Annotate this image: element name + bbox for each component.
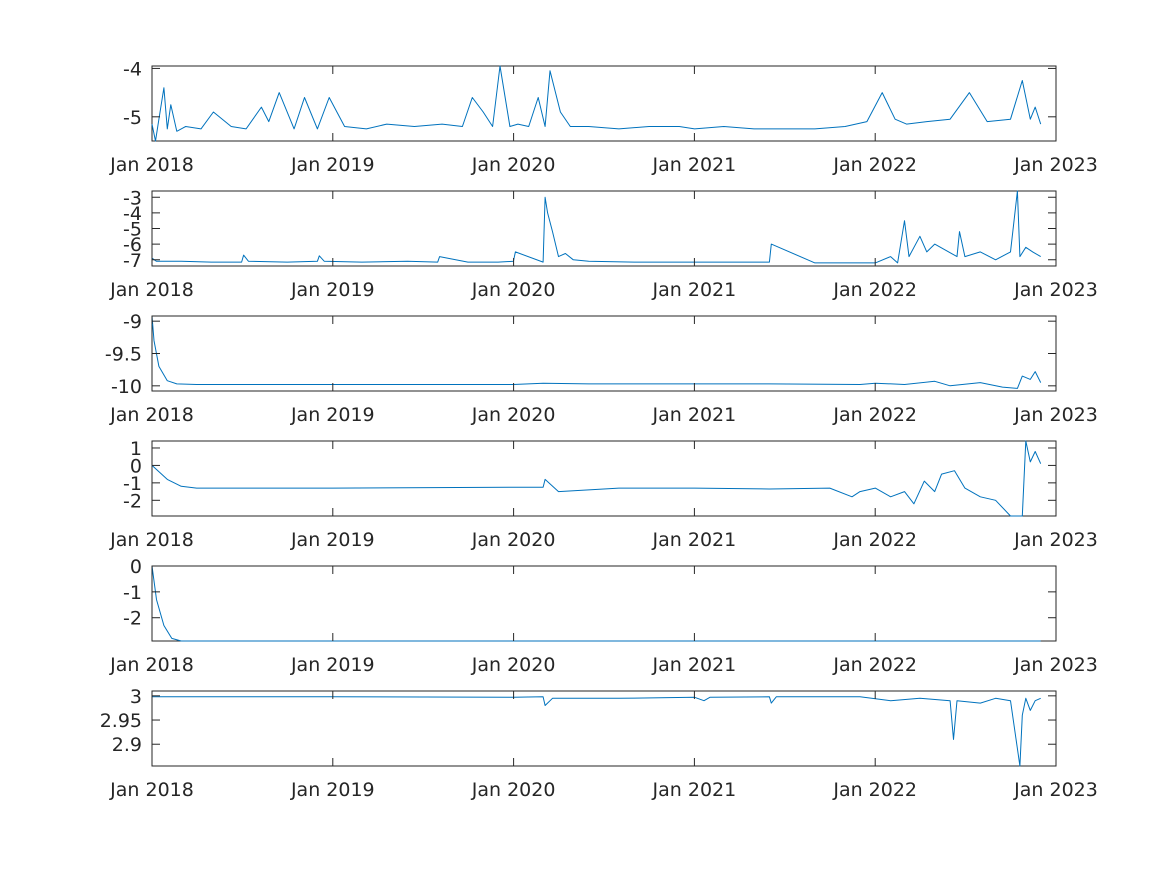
- y-tick-label: -2: [123, 490, 142, 512]
- x-tick-label: Jan 2023: [1013, 654, 1098, 676]
- x-tick-label: Jan 2023: [1013, 279, 1098, 301]
- axes-box: [151, 190, 1057, 267]
- y-tick-label: 0: [130, 556, 142, 578]
- x-tick-label: Jan 2018: [109, 529, 194, 551]
- y-tick-label: -10: [111, 376, 142, 398]
- x-tick-label: Jan 2019: [290, 404, 375, 426]
- subplot-2: Jan 2018 Jan 2019 Jan 2020 Jan 2021 Jan 2022…: [109, 187, 1098, 301]
- x-tick-label: Jan 2022: [832, 529, 917, 551]
- subplot-4: Jan 2018 Jan 2019 Jan 2020 Jan 2021 Jan 2022…: [109, 438, 1098, 551]
- axes-box: [151, 440, 1057, 517]
- x-tick-label: Jan 2020: [471, 529, 556, 551]
- x-tick-label: Jan 2022: [832, 279, 917, 301]
- x-tick-label: Jan 2020: [471, 154, 556, 176]
- subplot-3: Jan 2018 Jan 2019 Jan 2020 Jan 2021 Jan 2022…: [105, 311, 1098, 426]
- x-tick-label: Jan 2020: [471, 654, 556, 676]
- x-tick-label: Jan 2019: [290, 529, 375, 551]
- y-tick-label: -9.5: [105, 344, 142, 366]
- y-tick-label: 2.9: [112, 734, 142, 756]
- y-tick-label: -1: [123, 473, 142, 495]
- x-tick-label: Jan 2020: [471, 779, 556, 801]
- subplot-1: Jan 2018 Jan 2019 Jan 2020 Jan 2021 Jan 2022…: [109, 58, 1098, 176]
- y-tick-label: 2.95: [100, 710, 142, 732]
- x-tick-label: Jan 2022: [832, 779, 917, 801]
- x-tick-label: Jan 2023: [1013, 404, 1098, 426]
- axes-box: [151, 690, 1057, 767]
- x-tick-label: Jan 2021: [652, 279, 737, 301]
- x-tick-label: Jan 2018: [109, 279, 194, 301]
- y-tick-label: 3: [130, 686, 142, 708]
- y-tick-label: -4: [123, 58, 142, 80]
- x-tick-label: Jan 2019: [290, 279, 375, 301]
- x-tick-label: Jan 2022: [832, 404, 917, 426]
- y-tick-label: 1: [130, 438, 142, 460]
- subplot-5: Jan 2018 Jan 2019 Jan 2020 Jan 2021 Jan 2022…: [109, 556, 1098, 676]
- y-tick-label: -2: [123, 608, 142, 630]
- x-tick-label: Jan 2018: [109, 654, 194, 676]
- x-tick-label: Jan 2022: [832, 154, 917, 176]
- x-tick-label: Jan 2018: [109, 404, 194, 426]
- x-tick-label: Jan 2021: [652, 654, 737, 676]
- x-tick-label: Jan 2020: [471, 404, 556, 426]
- x-tick-label: Jan 2019: [290, 154, 375, 176]
- series-line: [151, 440, 1042, 517]
- y-tick-label: -6: [123, 234, 142, 256]
- y-tick-label: -4: [123, 203, 142, 225]
- series-line: [151, 65, 1042, 142]
- axes-box: [151, 65, 1057, 142]
- y-tick-label: -7: [123, 250, 142, 272]
- x-tick-label: Jan 2021: [652, 154, 737, 176]
- x-tick-label: Jan 2022: [832, 654, 917, 676]
- x-tick-label: Jan 2019: [290, 654, 375, 676]
- x-tick-label: Jan 2023: [1013, 779, 1098, 801]
- y-tick-label: -1: [123, 582, 142, 604]
- x-tick-label: Jan 2021: [652, 404, 737, 426]
- x-tick-label: Jan 2018: [109, 779, 194, 801]
- x-tick-label: Jan 2021: [652, 779, 737, 801]
- y-tick-label: 0: [130, 455, 142, 477]
- series-line: [151, 565, 1041, 642]
- x-tick-label: Jan 2021: [652, 529, 737, 551]
- y-tick-label: -5: [123, 107, 142, 129]
- x-tick-label: Jan 2023: [1013, 154, 1098, 176]
- y-tick-label: -9: [123, 311, 142, 333]
- x-tick-label: Jan 2019: [290, 779, 375, 801]
- x-tick-label: Jan 2020: [471, 279, 556, 301]
- axes-box: [151, 565, 1057, 642]
- y-tick-label: -3: [123, 187, 142, 209]
- series-line: [151, 315, 1042, 389]
- y-tick-label: -5: [123, 219, 142, 241]
- axes-box: [151, 315, 1057, 392]
- x-tick-label: Jan 2018: [109, 154, 194, 176]
- subplot-6: Jan 2018 Jan 2019 Jan 2020 Jan 2021 Jan 2022…: [100, 686, 1098, 801]
- series-line: [151, 190, 1041, 264]
- x-tick-label: Jan 2023: [1013, 529, 1098, 551]
